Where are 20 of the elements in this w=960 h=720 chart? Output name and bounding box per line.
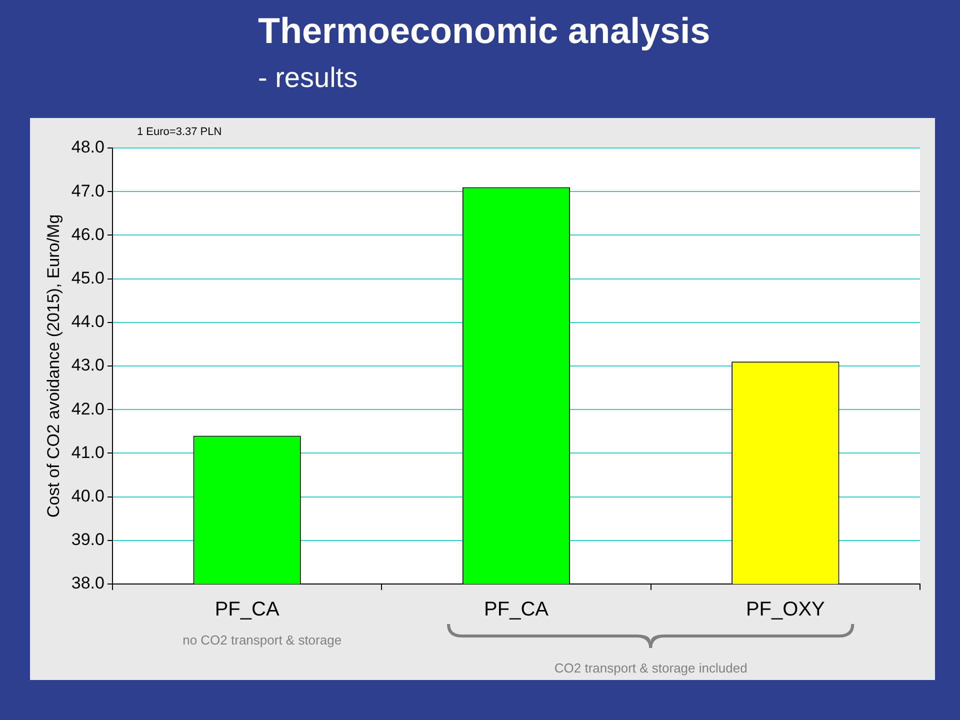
y-tick-label: 46.0 — [71, 224, 104, 244]
y-tick-label: 47.0 — [71, 181, 104, 200]
text: CO2 transport & storage included — [554, 660, 748, 676]
y-axis-title: Cost of CO2 avoidance (2015), Euro/Mg — [44, 214, 63, 518]
text: 1 Euro=3.37 PLN — [137, 126, 222, 138]
text: no CO2 transport & storage — [182, 632, 342, 648]
chart-subtitle: - results — [258, 62, 358, 94]
y-tick-label: 40.0 — [71, 486, 104, 506]
x-tick-label: PF_CA — [484, 598, 550, 621]
y-tick-label: 41.0 — [71, 442, 104, 462]
x-tick-label: PF_CA — [214, 598, 280, 621]
y-tick-label: 42.0 — [71, 399, 104, 418]
y-tick-label: 43.0 — [71, 356, 104, 375]
y-tick-label: 38.0 — [71, 574, 104, 593]
x-tick-label: PF_OXY — [746, 598, 825, 621]
chart-title: Thermoeconomic analysis — [258, 10, 710, 52]
y-tick-label: 39.0 — [71, 530, 104, 550]
y-tick-label: 44.0 — [71, 312, 104, 332]
y-tick-label: 45.0 — [71, 268, 104, 288]
y-tick-label: 48.0 — [71, 138, 104, 157]
